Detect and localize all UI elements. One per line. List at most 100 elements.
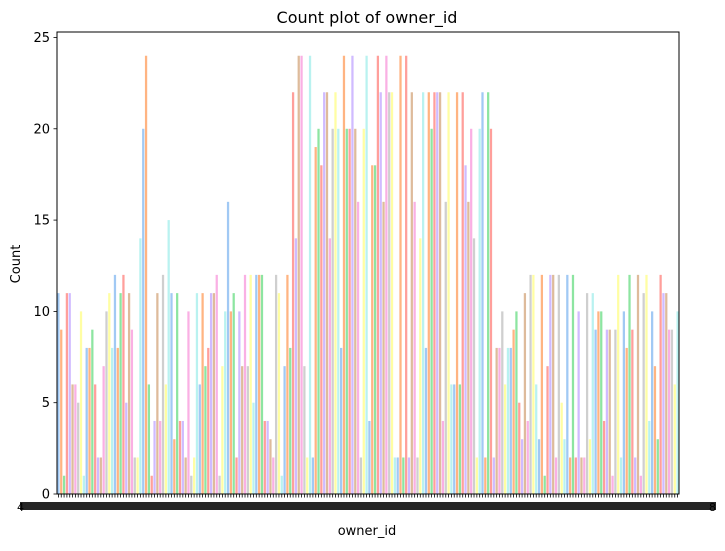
bar (382, 201, 385, 494)
bar (323, 92, 326, 494)
bar (249, 274, 252, 494)
bar (656, 439, 659, 494)
bar (173, 439, 176, 494)
bar (600, 311, 603, 494)
bar (557, 274, 560, 494)
bar (371, 165, 374, 495)
bar (416, 457, 419, 494)
bar (489, 128, 493, 494)
bar (433, 92, 436, 494)
bar (207, 347, 210, 494)
x-axis-label: owner_id (338, 524, 397, 539)
bar (608, 329, 611, 494)
bar (484, 457, 487, 494)
bar (560, 402, 563, 494)
bar (325, 92, 329, 494)
bar (88, 347, 91, 494)
bar (161, 274, 165, 494)
bar (74, 384, 77, 494)
bar (243, 274, 247, 494)
bar (419, 238, 422, 494)
bar (351, 55, 354, 495)
bar (653, 366, 657, 494)
bar (79, 311, 83, 494)
bar (390, 92, 394, 494)
bar (187, 311, 190, 494)
bar (509, 347, 512, 494)
bar (178, 420, 182, 494)
y-tick-label: 5 (42, 396, 50, 411)
bar (605, 329, 609, 494)
bar (506, 347, 510, 494)
bar (526, 420, 529, 494)
bar (226, 201, 230, 494)
bar (60, 329, 63, 494)
bar (588, 439, 592, 494)
bar (308, 55, 312, 495)
bar (144, 55, 148, 495)
bar (563, 439, 566, 494)
bar (204, 366, 207, 494)
bar (487, 92, 490, 494)
bar (246, 366, 249, 494)
bar (410, 92, 413, 494)
bar (402, 457, 405, 494)
bar (424, 347, 428, 494)
bar (291, 92, 295, 494)
bar (495, 347, 498, 494)
bar (388, 92, 391, 494)
bar (571, 274, 575, 494)
bar (164, 384, 167, 494)
bar (518, 402, 521, 494)
bar (453, 384, 456, 494)
x-tick-label-last: 8 (709, 501, 716, 514)
bar (597, 311, 600, 494)
bar (441, 420, 445, 494)
y-tick-label: 0 (42, 488, 50, 503)
bar (159, 420, 162, 494)
bar (190, 475, 193, 494)
bar (65, 293, 69, 494)
y-tick-label: 15 (33, 214, 50, 229)
bar (277, 293, 281, 494)
y-axis-label: Count (9, 245, 24, 284)
bar (130, 329, 134, 494)
x-tick-label-first: 4 (17, 501, 24, 514)
bar (478, 128, 481, 494)
y-tick-label: 20 (33, 122, 50, 137)
bar (340, 347, 343, 494)
bar (96, 457, 100, 494)
bar (427, 92, 430, 494)
bar (450, 384, 453, 494)
bar (622, 311, 625, 494)
bar (444, 201, 447, 494)
bar (209, 293, 213, 494)
bar (263, 420, 266, 494)
bar (365, 55, 368, 495)
bar (614, 329, 617, 494)
bar (348, 128, 351, 494)
bar (467, 201, 470, 494)
bar (133, 457, 136, 494)
bar (198, 384, 201, 494)
bar (218, 475, 221, 494)
bar (537, 439, 541, 494)
bar (215, 274, 218, 494)
bar (212, 293, 216, 494)
bar (354, 128, 357, 494)
bar (82, 475, 85, 494)
bar (585, 293, 589, 494)
bar (170, 293, 173, 494)
bar (436, 92, 439, 494)
bar (235, 457, 238, 494)
bar (413, 201, 416, 494)
bar (611, 475, 614, 494)
bar (297, 55, 300, 495)
bar (255, 274, 258, 494)
bar (181, 420, 184, 494)
bar (356, 201, 360, 494)
bar (396, 457, 399, 494)
bar (667, 329, 671, 494)
